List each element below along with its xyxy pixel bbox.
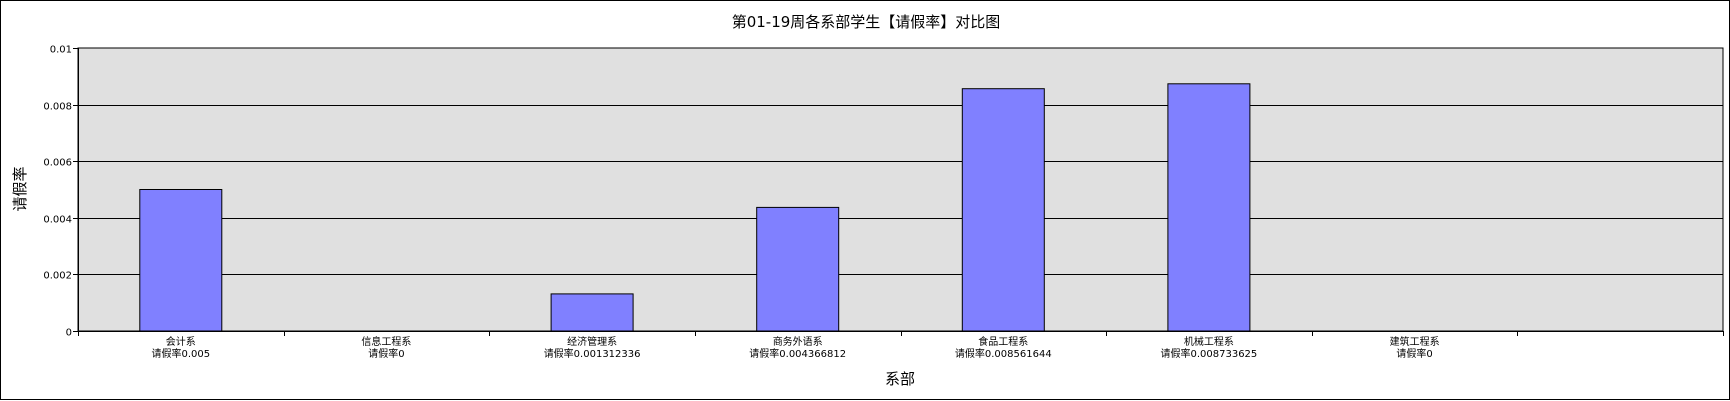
y-tick-label: 0.006 xyxy=(43,158,72,169)
x-category-labels: 会计系请假率0.005信息工程系请假率0经济管理系请假率0.001312336商… xyxy=(78,331,1724,360)
bar-3 xyxy=(550,293,634,332)
category-label: 商务外语系 xyxy=(773,335,823,348)
category-label: 食品工程系 xyxy=(978,335,1028,348)
bar-4 xyxy=(756,206,840,332)
bar-5 xyxy=(961,88,1045,332)
y-tick-label: 0 xyxy=(66,328,72,339)
y-tick-label: 0.008 xyxy=(43,102,72,113)
y-tick-label: 0.004 xyxy=(43,215,72,226)
category-label: 信息工程系 xyxy=(361,335,411,348)
category-value-label: 请假率0.008561644 xyxy=(955,347,1052,360)
category-value-label: 请假率0.004366812 xyxy=(749,347,846,360)
category-label: 会计系 xyxy=(166,335,196,348)
category-value-label: 请假率0.001312336 xyxy=(544,347,641,360)
category-value-label: 请假率0.008733625 xyxy=(1160,347,1257,360)
plot-area xyxy=(77,47,1724,332)
bar-6 xyxy=(1167,83,1251,332)
category-value-label: 请假率0 xyxy=(1396,347,1432,360)
category-value-label: 请假率0 xyxy=(368,347,404,360)
bar-1 xyxy=(139,189,223,332)
x-axis-title: 系部 xyxy=(885,370,915,388)
axes xyxy=(78,48,1723,332)
y-tick-label: 0.01 xyxy=(50,45,72,56)
category-value-label: 请假率0.005 xyxy=(151,347,210,360)
grid-lines xyxy=(78,105,1723,275)
category-label: 建筑工程系 xyxy=(1390,335,1440,348)
category-label: 经济管理系 xyxy=(567,335,617,348)
y-axis-title: 请假率 xyxy=(11,166,29,211)
y-tick-labels: 0 0.002 0.004 0.006 0.008 0.01 xyxy=(43,45,78,339)
chart-title: 第01-19周各系部学生【请假率】对比图 xyxy=(732,13,1001,31)
category-label: 机械工程系 xyxy=(1184,335,1234,348)
y-tick-label: 0.002 xyxy=(43,271,72,282)
bars xyxy=(139,83,1251,332)
